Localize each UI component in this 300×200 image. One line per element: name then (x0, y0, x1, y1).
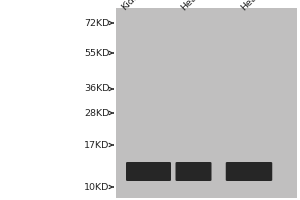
Text: 17KD: 17KD (84, 140, 110, 149)
Text: 55KD: 55KD (84, 48, 110, 58)
Text: Kidney: Kidney (120, 0, 149, 12)
Text: 36KD: 36KD (84, 84, 110, 93)
Text: Heart: Heart (180, 0, 205, 12)
FancyBboxPatch shape (126, 162, 171, 181)
FancyBboxPatch shape (176, 162, 212, 181)
Text: 10KD: 10KD (84, 182, 110, 192)
Text: Heart: Heart (240, 0, 265, 12)
Text: 28KD: 28KD (84, 108, 110, 117)
Bar (116, 8, 297, 198)
Text: 72KD: 72KD (84, 19, 110, 27)
FancyBboxPatch shape (226, 162, 272, 181)
